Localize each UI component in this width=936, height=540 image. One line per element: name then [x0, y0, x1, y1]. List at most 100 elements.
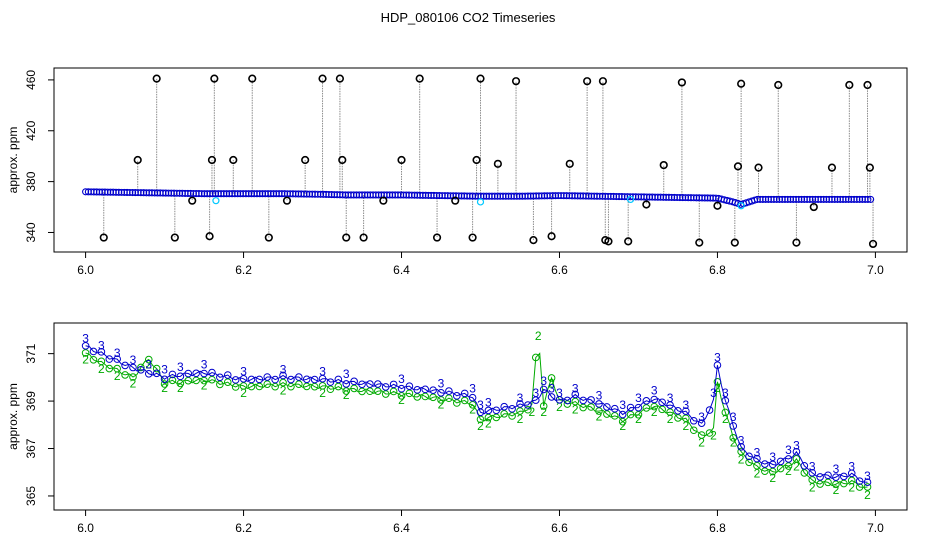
series-label: 3 — [177, 360, 184, 374]
series-point — [484, 406, 493, 415]
series-label: 3 — [469, 381, 476, 395]
series-label: 2 — [738, 452, 745, 466]
series-point — [705, 406, 714, 414]
series-point — [500, 402, 508, 411]
series-point — [81, 341, 90, 350]
series-point — [160, 380, 169, 388]
series-point — [689, 416, 698, 425]
series-point — [271, 375, 279, 384]
plot-frame — [53, 322, 908, 511]
series-point — [405, 382, 414, 390]
series-point — [81, 349, 90, 357]
series-point — [263, 373, 272, 381]
series-point — [674, 414, 682, 422]
series-point — [492, 413, 501, 422]
series-point — [531, 353, 540, 362]
series-point — [437, 388, 445, 397]
y-tick-label: 371 — [24, 343, 38, 363]
spike-point — [624, 237, 633, 246]
spike-point — [335, 74, 345, 83]
series-point — [192, 376, 200, 385]
series-label: 2 — [596, 410, 603, 424]
series-point — [674, 406, 682, 415]
series-label: 3 — [98, 339, 105, 353]
series-label: 2 — [710, 429, 717, 443]
series-point — [184, 376, 193, 385]
series-point — [366, 380, 374, 388]
series-point — [460, 389, 469, 398]
series-label: 2 — [769, 471, 776, 485]
series-point — [784, 455, 793, 463]
series-point — [334, 382, 343, 391]
series-point — [689, 426, 698, 435]
series-point — [263, 380, 272, 388]
series-point — [626, 410, 635, 419]
x-tick-label: 7.0 — [867, 263, 884, 277]
spike-point — [493, 159, 502, 168]
series-point — [587, 403, 595, 411]
series-point — [816, 480, 824, 488]
series-point — [421, 385, 430, 394]
series-label: 2 — [714, 381, 721, 395]
spike-point — [229, 155, 238, 165]
series-label: 2 — [651, 405, 658, 419]
series-label: 2 — [177, 381, 184, 395]
series-point — [531, 396, 540, 404]
series-point — [350, 384, 358, 393]
y-axis-label: approx. ppm — [6, 127, 20, 194]
series-label: 3 — [477, 398, 484, 412]
series-point — [516, 407, 524, 415]
series-point — [745, 452, 753, 461]
spike-point — [868, 239, 878, 249]
series-point — [223, 371, 232, 379]
series-line — [85, 352, 868, 488]
series-point — [595, 407, 603, 415]
series-point — [800, 461, 809, 470]
spike-point — [282, 196, 292, 205]
series-point — [697, 419, 706, 427]
series-point — [397, 392, 406, 400]
series-point — [697, 431, 706, 439]
series-point — [137, 363, 145, 372]
spike-point — [133, 155, 142, 165]
series-point — [445, 394, 453, 403]
series-label: 2 — [848, 481, 855, 495]
series-label: 2 — [683, 419, 690, 433]
series-point — [342, 387, 351, 395]
series-point — [295, 373, 303, 381]
series-point — [247, 375, 256, 384]
series-point — [642, 397, 651, 405]
spike-point — [730, 238, 739, 247]
series-point — [776, 457, 785, 466]
x-tick-label: 6.6 — [551, 263, 568, 277]
series-point — [721, 408, 730, 417]
series-point — [279, 371, 287, 380]
series-label: 3 — [556, 386, 563, 400]
series-point — [610, 404, 619, 413]
series-point — [247, 382, 256, 391]
series-point — [176, 379, 185, 388]
spike-point — [264, 233, 273, 242]
series-point — [737, 447, 745, 456]
cyan-point — [212, 197, 220, 205]
series-point — [776, 464, 785, 473]
spike-point — [432, 233, 442, 242]
spike-point — [845, 80, 854, 90]
series-label: 2 — [477, 419, 484, 433]
spike-markers — [99, 74, 878, 249]
x-tick-label: 6.2 — [235, 521, 252, 535]
x-tick-label: 6.6 — [551, 521, 568, 535]
series-label: 3 — [864, 469, 871, 483]
series-point — [721, 396, 730, 405]
series-label: 3 — [548, 381, 555, 395]
series-point — [476, 415, 485, 424]
series-label: 2 — [517, 412, 524, 426]
series-point — [563, 396, 572, 405]
series-label: 3 — [730, 410, 737, 424]
series-point — [539, 402, 548, 410]
series-point — [192, 369, 200, 378]
series-point — [453, 392, 461, 400]
series-point — [863, 483, 872, 491]
series-point — [524, 401, 532, 409]
